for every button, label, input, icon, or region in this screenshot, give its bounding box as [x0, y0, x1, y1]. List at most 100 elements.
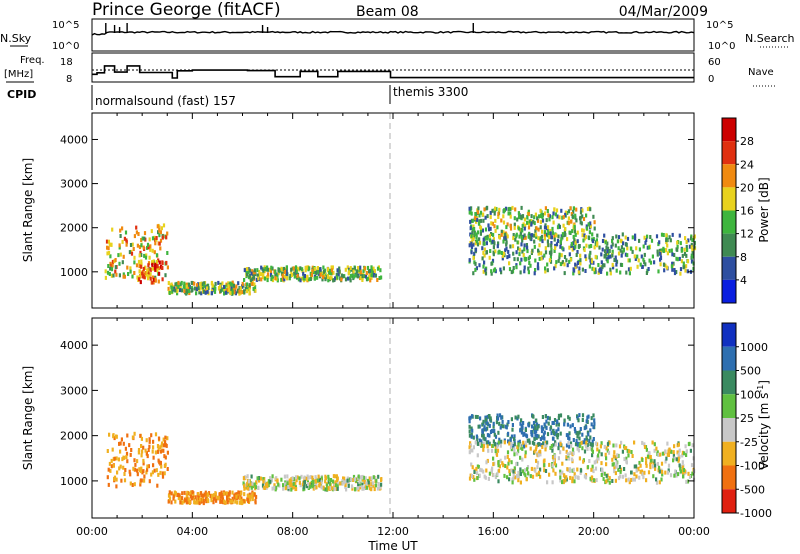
echo-cell: [628, 480, 631, 485]
echo-cell: [645, 478, 648, 483]
echo-cell: [548, 214, 551, 219]
echo-cell: [149, 267, 152, 272]
echo-cell: [647, 470, 651, 475]
echo-cell: [120, 437, 123, 442]
echo-cell: [364, 476, 367, 481]
echo-cell: [377, 474, 380, 479]
echo-cell: [371, 481, 374, 486]
x-tick-label: 12:00: [377, 525, 409, 538]
echo-cell: [540, 425, 543, 430]
echo-cell: [636, 254, 639, 259]
echo-cell: [131, 274, 134, 279]
echo-cell: [468, 210, 471, 215]
x-axis-label: Time UT: [367, 539, 418, 553]
echo-cell: [611, 462, 614, 467]
echo-cell: [676, 450, 679, 455]
echo-cell: [615, 268, 618, 273]
echo-cell: [654, 466, 657, 471]
echo-cell: [579, 258, 582, 263]
echo-cell: [262, 477, 265, 482]
echo-cell: [533, 233, 536, 238]
echo-cell: [151, 449, 154, 454]
echo-cell: [160, 464, 163, 469]
echo-cell: [555, 422, 558, 427]
echo-cell: [165, 260, 168, 265]
echo-cell: [137, 232, 140, 236]
echo-cell: [557, 258, 560, 263]
echo-cell: [471, 227, 474, 232]
echo-cell: [606, 478, 609, 483]
echo-cell: [508, 206, 511, 211]
echo-cell: [688, 244, 691, 249]
echo-cell: [534, 258, 537, 263]
echo-cell: [114, 258, 117, 262]
echo-cell: [315, 271, 318, 276]
echo-cell: [489, 215, 492, 220]
echo-cell: [501, 253, 504, 258]
echo-cell: [473, 470, 476, 474]
echo-cell: [577, 475, 580, 480]
echo-cell: [498, 234, 501, 239]
echo-cell: [520, 235, 523, 240]
echo-cell: [181, 496, 184, 501]
echo-cell: [662, 246, 665, 251]
echo-cell: [638, 475, 641, 480]
echo-cell: [573, 229, 576, 234]
echo-cell: [151, 262, 154, 267]
echo-cell: [643, 260, 646, 264]
echo-cell: [255, 480, 258, 485]
echo-cell: [143, 236, 146, 241]
echo-cell: [494, 228, 497, 233]
echo-cell: [296, 274, 299, 278]
echo-cell: [550, 250, 553, 255]
echo-cell: [586, 207, 590, 211]
echo-cell: [634, 257, 637, 261]
echo-cell: [295, 478, 298, 483]
echo-cell: [513, 434, 516, 439]
echo-cell: [170, 285, 173, 290]
echo-cell: [351, 478, 354, 482]
echo-cell: [133, 260, 136, 265]
echo-cell: [492, 456, 495, 461]
echo-cell: [517, 226, 520, 231]
echo-cell: [497, 215, 500, 219]
echo-cell: [485, 206, 488, 211]
echo-cell: [359, 275, 362, 280]
echo-cell: [483, 207, 486, 212]
echo-cell: [508, 261, 511, 266]
echo-cell: [476, 471, 479, 476]
echo-cell: [366, 265, 370, 270]
echo-cell: [362, 486, 365, 491]
echo-cell: [485, 250, 488, 255]
echo-cell: [470, 462, 473, 467]
echo-cell: [372, 475, 375, 480]
echo-cell: [506, 475, 509, 480]
echo-cell: [575, 253, 578, 257]
echo-cell: [524, 450, 527, 455]
echo-cell: [514, 415, 517, 420]
echo-cell: [581, 418, 584, 422]
echo-cell: [680, 464, 683, 469]
echo-cell: [596, 241, 599, 246]
echo-cell: [117, 457, 120, 462]
echo-cell: [526, 465, 530, 469]
echo-cell: [179, 497, 182, 502]
echo-cell: [519, 261, 522, 266]
echo-cell: [142, 245, 145, 250]
echo-cell: [172, 494, 175, 499]
echo-cell: [144, 255, 148, 260]
echo-cell: [253, 268, 256, 273]
echo-cell: [114, 269, 117, 274]
echo-cell: [544, 266, 547, 271]
echo-cell: [539, 474, 542, 479]
echo-cell: [599, 444, 602, 449]
echo-cell: [110, 242, 113, 247]
echo-cell: [140, 259, 143, 264]
echo-cell: [657, 453, 660, 457]
echo-cell: [660, 232, 664, 237]
echo-cell: [568, 230, 571, 235]
echo-cell: [689, 448, 692, 453]
echo-cell: [274, 276, 277, 281]
echo-cell: [303, 274, 306, 278]
colorbar-segment: [722, 489, 736, 513]
